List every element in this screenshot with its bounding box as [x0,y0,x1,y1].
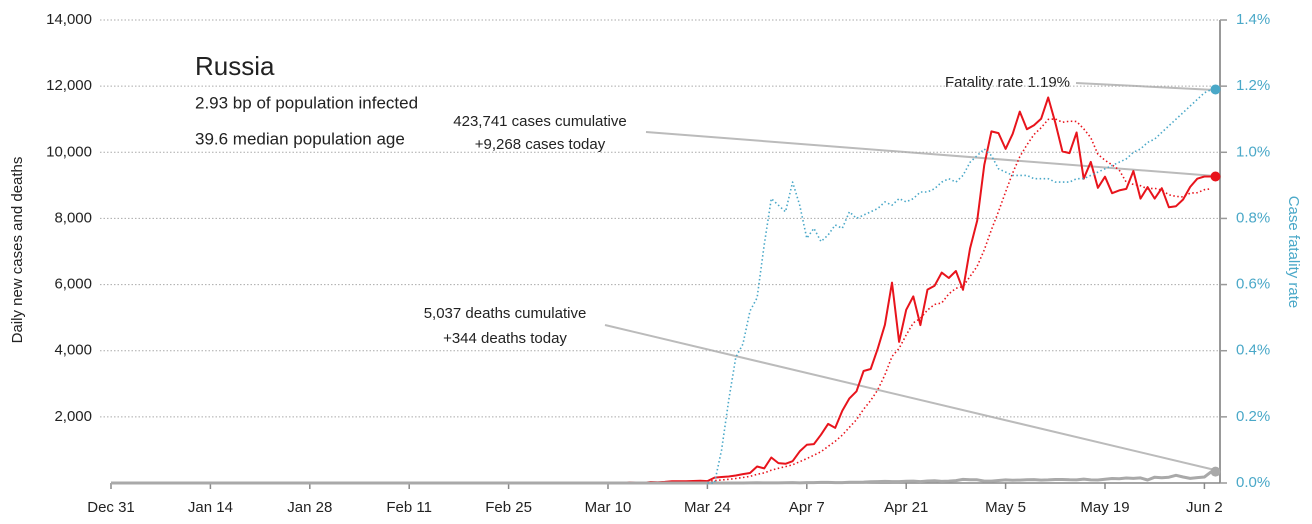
series-line [551,118,1212,484]
y-tick-label: 8,000 [54,209,92,226]
leader-line [1075,82,1216,91]
y-tick-label: 12,000 [46,77,92,94]
annotation: +9,268 cases today [475,136,606,153]
y-tick-label: 6,000 [54,276,92,293]
y2-axis-label: Case fatality rate [1285,196,1302,309]
y-tick-label: 4,000 [54,342,92,359]
x-tick-label: Apr 7 [789,499,825,516]
x-tick-label: Jun 2 [1186,499,1223,516]
end-dot [1210,84,1221,95]
y2-tick-label: 0.8% [1236,209,1270,226]
x-tick-label: Feb 11 [386,499,432,516]
annotation: Fatality rate 1.19% [945,74,1070,91]
y2-tick-label: 0.6% [1236,276,1270,293]
series-line [111,96,1212,484]
annotation: 423,741 cases cumulative [453,113,626,130]
y2-tick-label: 0.0% [1236,474,1270,491]
y2-tick-label: 1.0% [1236,143,1270,160]
x-tick-label: Jan 14 [188,499,233,516]
x-tick-label: Mar 24 [684,499,731,516]
chart-title: Russia [195,51,275,81]
y2-tick-label: 0.4% [1236,342,1270,359]
note: 39.6 median population age [195,129,405,148]
y2-tick-label: 1.2% [1236,77,1270,94]
y2-tick-label: 0.2% [1236,408,1270,425]
x-tick-label: Feb 25 [485,499,532,516]
x-tick-label: May 19 [1080,499,1129,516]
series-line [111,470,1213,485]
x-tick-label: Apr 21 [884,499,928,516]
x-tick-label: Jan 28 [287,499,332,516]
leader-line [604,324,1216,471]
y-tick-label: 2,000 [54,408,92,425]
end-dot [1210,171,1221,182]
y2-tick-label: 1.4% [1236,11,1270,28]
annotation: +344 deaths today [443,330,567,347]
x-tick-label: Mar 10 [585,499,632,516]
x-tick-label: Dec 31 [87,499,135,516]
end-dot [1210,466,1221,477]
y-tick-label: 10,000 [46,143,92,160]
series-line [707,88,1212,484]
y-axis-label: Daily new cases and deaths [9,157,26,344]
y-tick-label: 14,000 [46,11,92,28]
leader-line [645,131,1216,177]
note: 2.93 bp of population infected [195,93,418,112]
annotation: 5,037 deaths cumulative [424,305,587,322]
x-tick-label: May 5 [985,499,1026,516]
